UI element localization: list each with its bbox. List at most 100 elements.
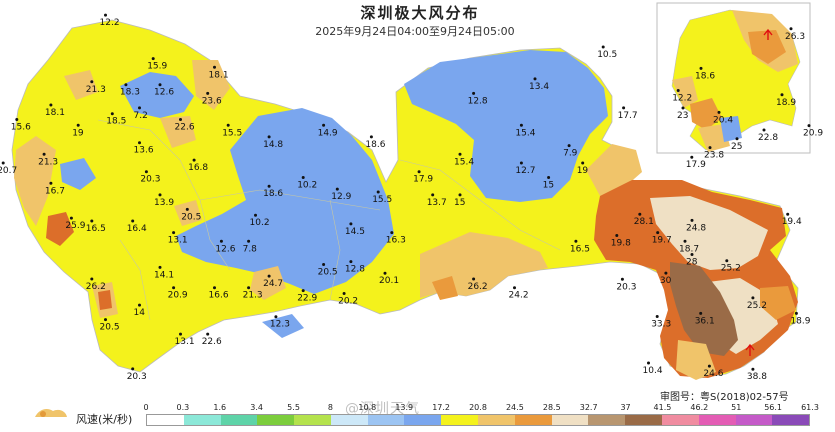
legend-swatch <box>367 415 405 425</box>
station-dot <box>192 158 196 162</box>
legend-swatch <box>551 415 589 425</box>
boundary-line <box>329 199 341 301</box>
station-marker: 20.3 <box>140 170 160 185</box>
station-dot <box>699 66 703 70</box>
district-boundaries <box>97 119 561 321</box>
station-marker: 36.1 <box>695 311 715 326</box>
station-dot <box>322 263 326 266</box>
station-value: 30 <box>660 276 672 286</box>
station-marker: 12.6 <box>215 239 236 254</box>
inset-landmass <box>671 9 801 152</box>
map-time-range: 2025年9月24日04:00至9月24日05:00 <box>315 25 515 38</box>
station-dot <box>124 83 128 87</box>
station-dot <box>622 106 626 110</box>
station-dot <box>213 65 216 69</box>
station-marker: 38.8 <box>747 367 767 382</box>
station-marker: 14.9 <box>318 123 338 138</box>
station-marker: 20.3 <box>127 367 147 382</box>
station-marker: 7.8 <box>243 239 257 254</box>
station-dot <box>158 193 162 197</box>
station-dot <box>794 311 798 315</box>
station-value: 10.5 <box>597 50 617 60</box>
station-marker: 13.4 <box>529 77 549 92</box>
legend-tick-label: 20.8 <box>469 403 487 412</box>
station-dot <box>690 155 694 159</box>
station-marker: 12.2 <box>672 89 692 104</box>
station-marker: 25 <box>731 137 742 152</box>
legend-title: 风速(米/秒) <box>76 413 133 426</box>
station-dot <box>15 118 19 121</box>
station-dot <box>138 141 141 145</box>
station-marker: 20.3 <box>616 277 636 292</box>
station-marker: 20.5 <box>100 318 120 333</box>
station-value: 15.4 <box>515 128 535 138</box>
inset-zone-orange-south <box>698 124 730 152</box>
station-marker: 13.7 <box>427 193 447 208</box>
station-dot <box>172 286 176 290</box>
station-dot <box>620 277 624 281</box>
zone-orange-west-dark <box>46 212 74 246</box>
legend-swatch <box>441 415 479 425</box>
legend-tick-label: 3.4 <box>250 403 264 412</box>
station-marker: 21.3 <box>86 80 106 95</box>
zone-blue-north <box>120 72 194 118</box>
station-value: 28 <box>686 258 698 268</box>
station-value: 20.3 <box>140 175 160 185</box>
station-marker: 14.8 <box>263 135 283 150</box>
station-dot <box>472 91 476 95</box>
station-dot <box>513 286 516 290</box>
legend-tick-label: 32.7 <box>579 403 598 412</box>
station-value: 18.6 <box>365 140 385 150</box>
station-dot <box>683 239 687 243</box>
station-value: 26.2 <box>86 282 106 292</box>
station-marker: 13.1 <box>168 231 188 246</box>
station-value: 22.6 <box>202 337 222 347</box>
station-value: 24.2 <box>509 291 529 301</box>
station-marker: 22.6 <box>175 118 195 133</box>
station-dot <box>179 332 182 336</box>
station-value: 25.2 <box>747 301 767 311</box>
station-dot <box>417 170 421 174</box>
zone-orange-south-dark <box>98 290 112 310</box>
station-dot <box>104 13 107 17</box>
legend-tick-label: 51 <box>731 403 742 412</box>
station-value: 15.4 <box>454 157 474 167</box>
station-value: 12.2 <box>100 18 120 28</box>
station-value: 16.4 <box>127 224 147 234</box>
legend-tick-label: 17.2 <box>432 403 451 412</box>
legend-ticks: 0 0.3 1.6 3.4 5.5 8 10.8 13.9 17.2 20.8 24.5 28.5 32… <box>0 403 835 413</box>
legend-swatch <box>661 415 699 425</box>
station-dot <box>247 286 251 290</box>
station-value: 12.8 <box>468 96 488 106</box>
station-value: 20.3 <box>127 372 147 382</box>
station-marker: 18.3 <box>120 83 140 98</box>
legend-swatch <box>625 415 662 425</box>
station-dot <box>349 260 353 264</box>
arrow-icon <box>763 28 773 40</box>
zone-orange-tip <box>676 340 716 380</box>
inset-zone-orange-mid <box>690 98 722 130</box>
zone-orange-northwest <box>64 70 98 100</box>
legend-tick-label: 46.2 <box>690 403 709 412</box>
legend-swatch <box>220 415 258 425</box>
legend-tick-label: 1.6 <box>213 403 227 412</box>
station-value: 18.1 <box>209 70 229 80</box>
station-marker: 22.9 <box>297 289 318 304</box>
station-marker: 12.8 <box>468 91 488 106</box>
station-marker: 18.9 <box>776 93 796 108</box>
station-value: 20.9 <box>168 291 188 301</box>
station-value: 22.9 <box>297 294 317 304</box>
station-value: 10.2 <box>250 218 270 228</box>
station-marker: 18.6 <box>263 184 283 199</box>
station-marker: 19 <box>72 123 84 138</box>
legend-tick-label: 41.5 <box>653 403 672 412</box>
station-dot <box>458 193 462 197</box>
station-marker: 20.5 <box>318 263 338 278</box>
station-marker: 15.5 <box>222 123 242 138</box>
station-value: 20.5 <box>181 212 201 222</box>
station-value: 17.7 <box>618 111 638 121</box>
station-marker: 12.6 <box>154 83 174 98</box>
station-marker: 21.3 <box>38 152 58 167</box>
station-marker: 12.3 <box>270 315 290 330</box>
